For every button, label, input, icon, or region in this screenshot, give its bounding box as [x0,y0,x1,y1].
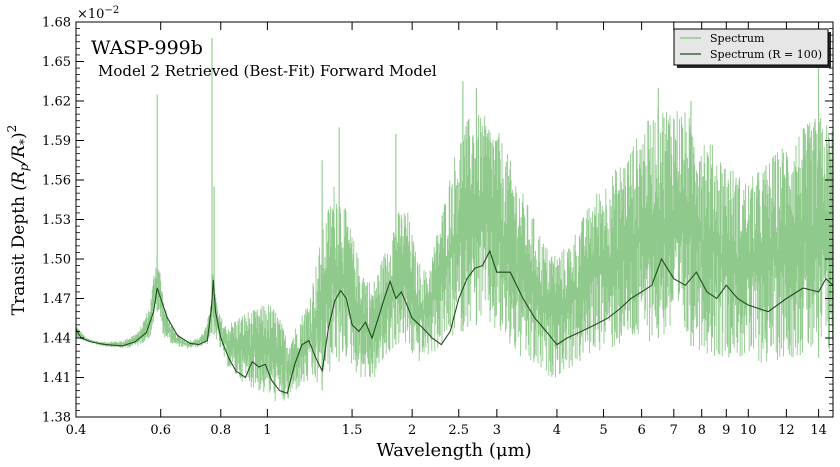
x-tick-label: 3 [493,423,501,438]
y-tick-label: 1.50 [42,253,71,268]
y-tick-label: 1.56 [42,174,71,189]
x-tick-label: 1.5 [342,423,363,438]
x-tick-label: 0.4 [66,423,87,438]
spectrum-series [76,108,833,402]
chart-subtitle: Model 2 Retrieved (Best-Fit) Forward Mod… [98,62,437,80]
x-tick-label: 2 [408,423,416,438]
x-tick-label: 5 [599,423,607,438]
x-tick-label: 6 [637,423,645,438]
x-tick-label: 12 [778,423,795,438]
y-tick-label: 1.44 [42,332,71,347]
x-tick-label: 1 [263,423,271,438]
y-tick-label: 1.47 [42,292,71,307]
x-tick-label: 10 [740,423,757,438]
x-axis: 0.4 0.6 0.8 1 1.5 2 2.5 3 4 5 6 7 8 9 10 12 14 [66,22,827,438]
x-tick-label: 14 [810,423,827,438]
legend: Spectrum Spectrum (R = 100) [673,28,831,68]
y-axis-label: Transit Depth (Rp/R*)2 [5,125,31,316]
x-tick-label: 8 [698,423,706,438]
y-tick-label: 1.53 [42,213,71,228]
y-tick-label: 1.62 [42,95,71,110]
x-tick-label: 9 [722,423,730,438]
y-tick-label: 1.38 [42,411,71,426]
y-tick-label: 1.65 [42,55,71,70]
legend-label-spectrum-r100: Spectrum (R = 100) [710,48,822,61]
x-tick-label: 4 [553,423,561,438]
x-tick-label: 0.6 [150,423,171,438]
x-tick-label: 0.8 [210,423,231,438]
y-tick-label: 1.68 [42,16,71,31]
chart-title: WASP-999b [91,37,203,59]
y-axis: 1.38 1.41 1.44 1.47 1.50 1.53 1.56 1.59 1.62 1.65… [42,16,833,426]
legend-box [673,28,829,66]
y-axis-multiplier: ×10−2 [77,5,119,22]
x-tick-label: 7 [670,423,678,438]
y-tick-label: 1.59 [42,134,71,149]
y-tick-label: 1.41 [42,371,71,386]
x-axis-label: Wavelength (μm) [376,440,531,461]
legend-label-spectrum: Spectrum [710,32,765,45]
x-tick-label: 2.5 [448,423,469,438]
spectrum-r100-series [76,249,833,395]
